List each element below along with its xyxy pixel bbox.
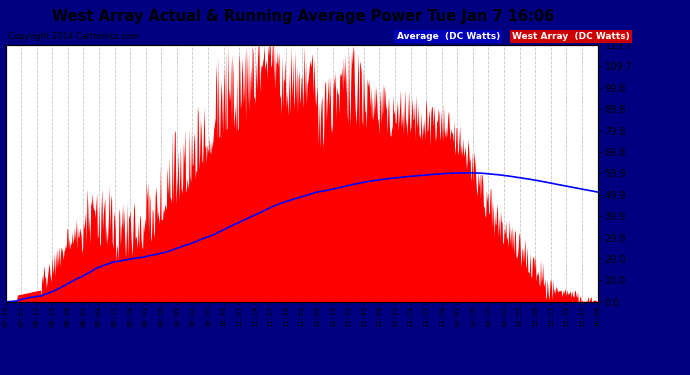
Text: West Array Actual & Running Average Power Tue Jan 7 16:06: West Array Actual & Running Average Powe… xyxy=(52,9,555,24)
Text: Average  (DC Watts): Average (DC Watts) xyxy=(397,32,500,41)
Text: West Array  (DC Watts): West Array (DC Watts) xyxy=(512,32,630,41)
Text: Copyright 2014 Cartronics.com: Copyright 2014 Cartronics.com xyxy=(8,32,139,41)
